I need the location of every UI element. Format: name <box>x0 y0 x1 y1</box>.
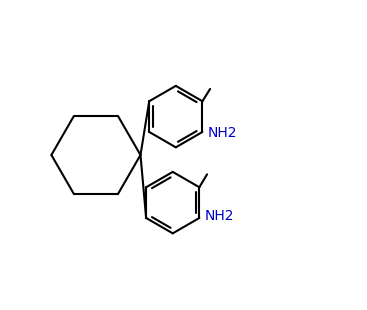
Text: NH2: NH2 <box>204 210 234 224</box>
Text: NH2: NH2 <box>207 126 237 140</box>
